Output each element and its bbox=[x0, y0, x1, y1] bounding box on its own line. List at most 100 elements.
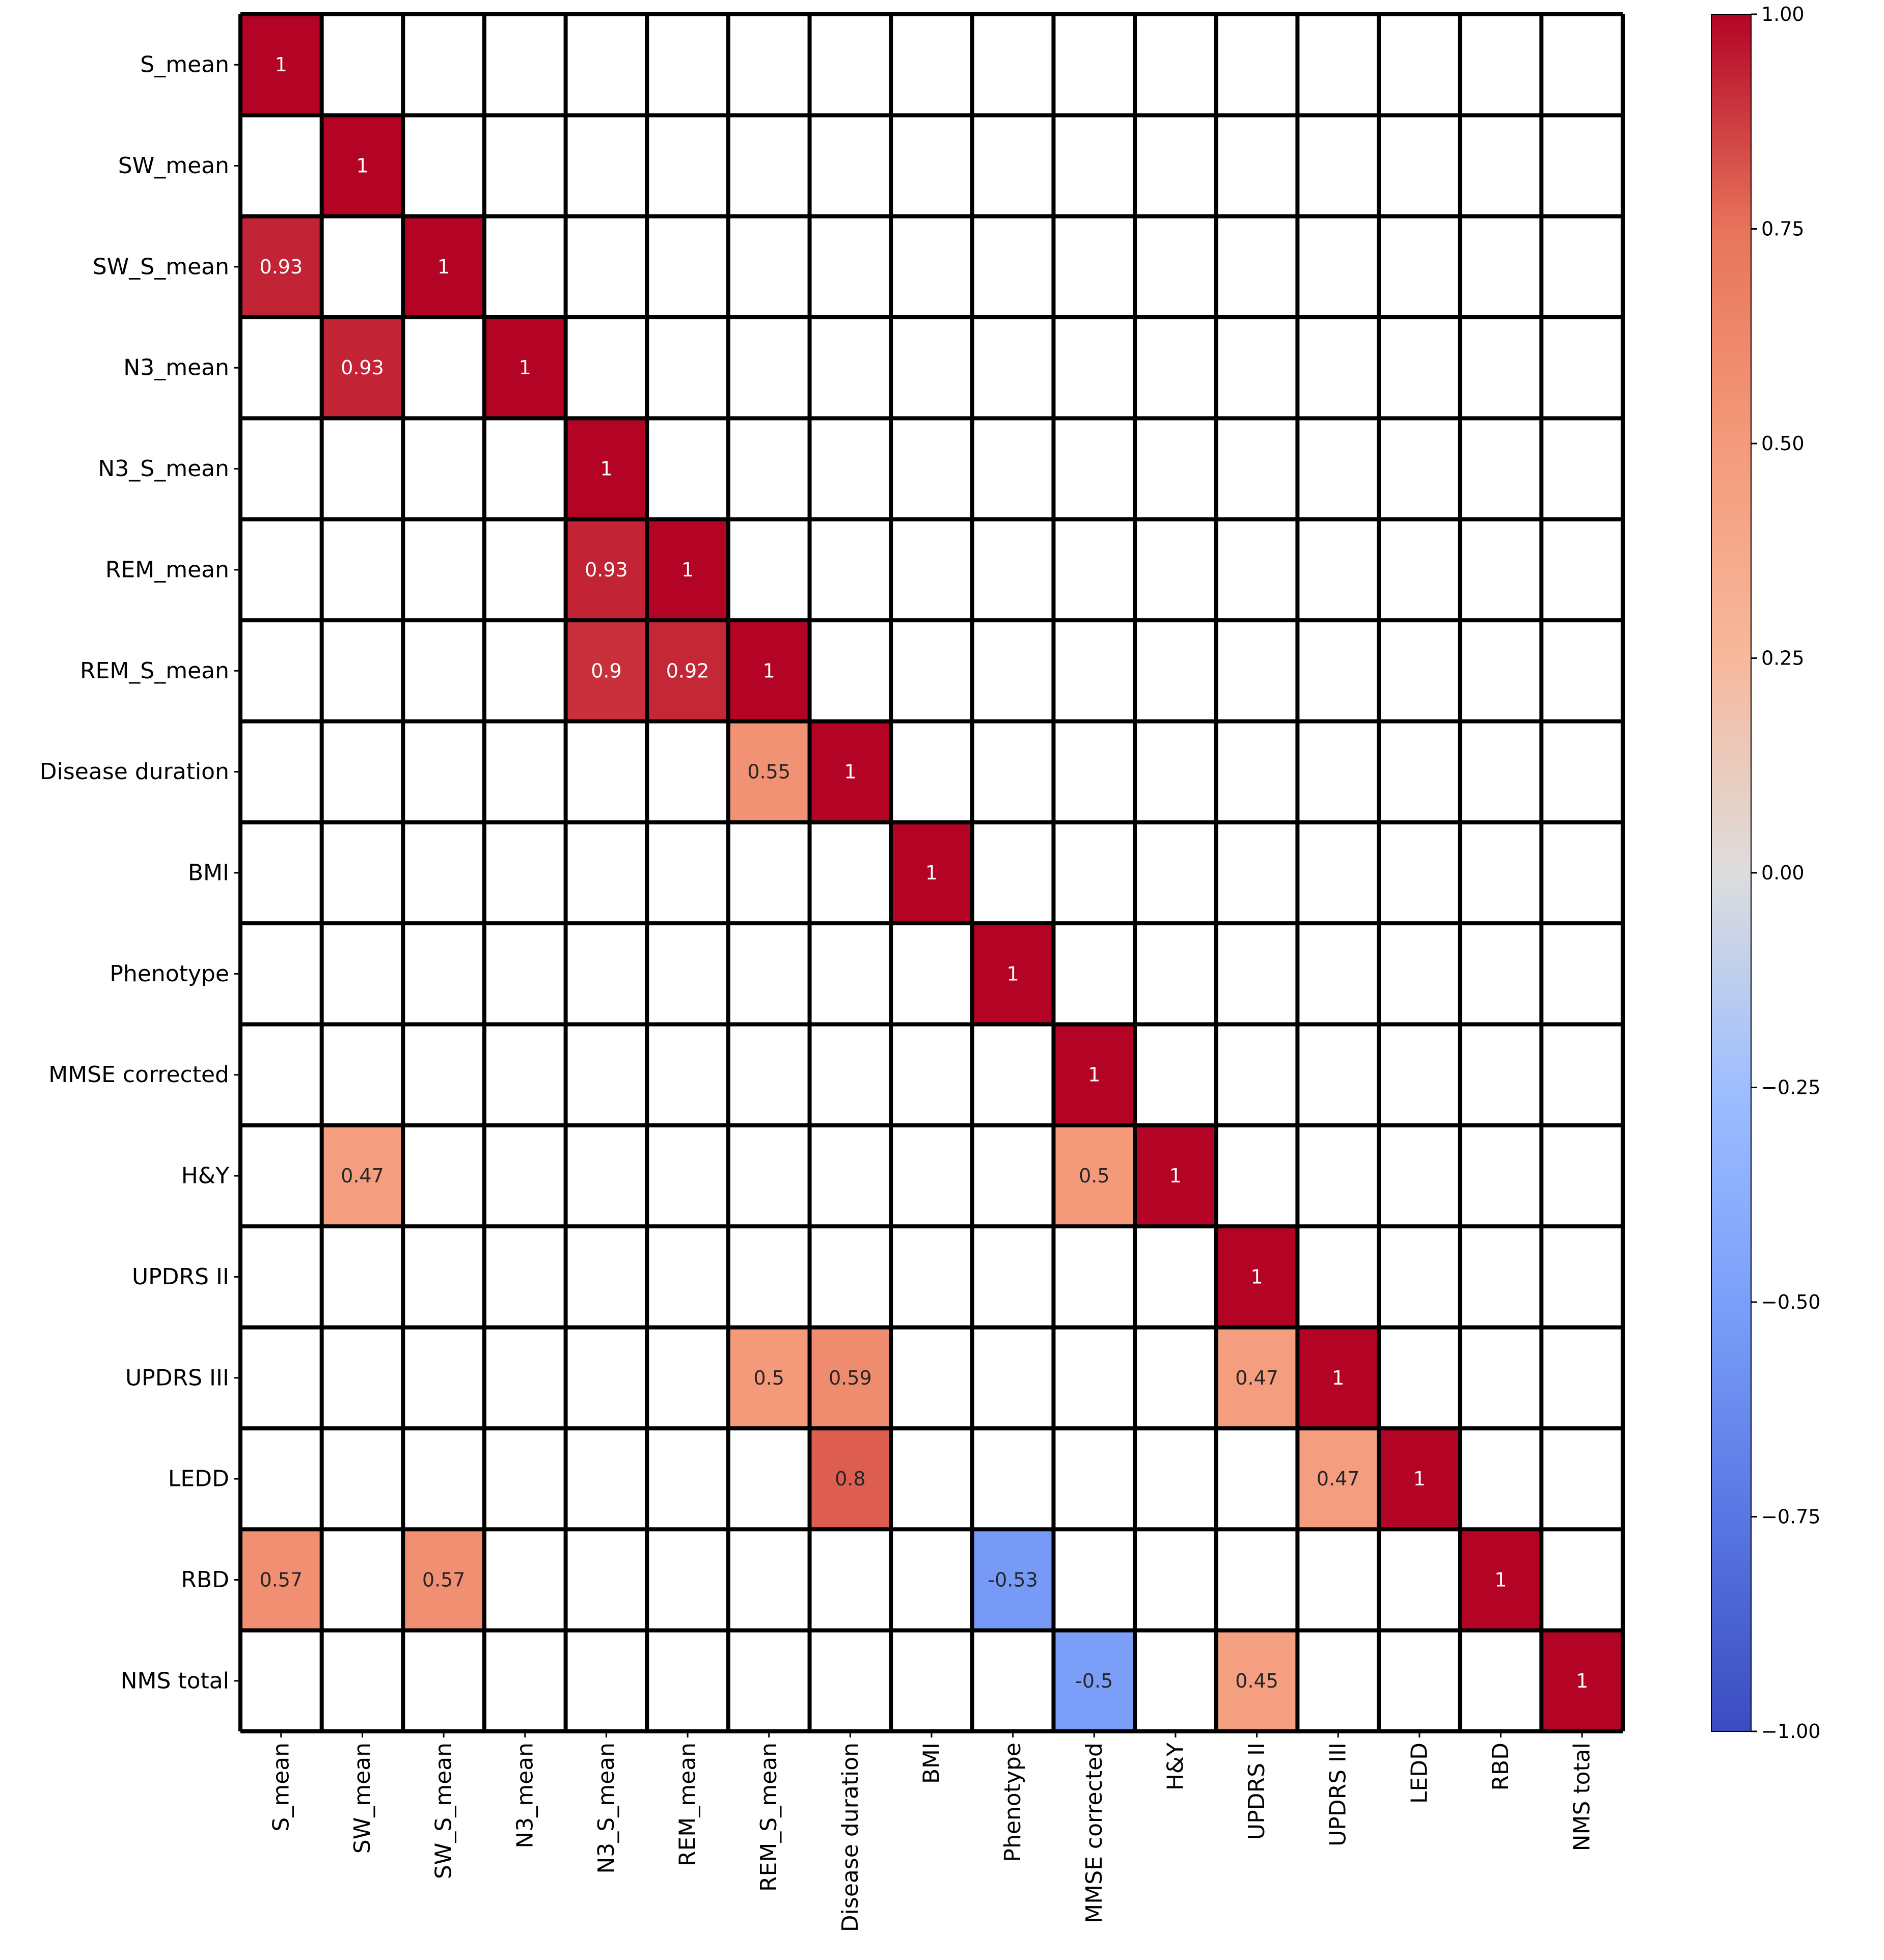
heatmap-cell bbox=[728, 721, 810, 822]
cell-value-label: 1 bbox=[1494, 1568, 1507, 1591]
row-label: SW_mean bbox=[118, 153, 229, 179]
cell-value-label: 1 bbox=[925, 862, 938, 884]
column-label: NMS total bbox=[1569, 1743, 1595, 1851]
cell-value-label: 0.93 bbox=[585, 559, 628, 581]
cell-value-label: 0.93 bbox=[341, 356, 384, 379]
colorbar-tick-label: 0.00 bbox=[1761, 862, 1805, 884]
cell-value-label: 0.47 bbox=[1235, 1367, 1278, 1389]
heatmap-cell bbox=[240, 216, 322, 318]
cell-value-label: 0.47 bbox=[341, 1165, 384, 1187]
column-label: RBD bbox=[1488, 1743, 1514, 1791]
colorbar-tick-label: −0.25 bbox=[1761, 1076, 1820, 1099]
cell-value-label: -0.53 bbox=[988, 1568, 1037, 1591]
cell-value-label: 0.59 bbox=[829, 1367, 872, 1389]
column-label: REM_S_mean bbox=[756, 1743, 782, 1892]
column-label: N3_S_mean bbox=[593, 1743, 619, 1874]
heatmap-cell bbox=[403, 1529, 484, 1631]
cell-value-label: 1 bbox=[356, 155, 368, 177]
column-label: SW_mean bbox=[349, 1743, 375, 1854]
heatmap-cell bbox=[1216, 1226, 1298, 1328]
heatmap-cell bbox=[809, 1428, 891, 1530]
colorbar-gradient bbox=[1711, 14, 1751, 1731]
colorbar-tick-label: −0.75 bbox=[1761, 1506, 1820, 1528]
cell-value-label: 1 bbox=[1007, 962, 1019, 985]
cell-value-label: 1 bbox=[1413, 1468, 1426, 1490]
heatmap-cell bbox=[565, 620, 647, 722]
colorbar-tick-label: 0.75 bbox=[1761, 218, 1805, 240]
cell-value-label: -0.5 bbox=[1075, 1670, 1113, 1692]
column-label: H&Y bbox=[1162, 1743, 1188, 1790]
column-label: MMSE corrected bbox=[1081, 1743, 1107, 1923]
row-label: UPDRS III bbox=[125, 1365, 229, 1391]
heatmap-cell bbox=[403, 216, 484, 318]
column-label: Phenotype bbox=[1000, 1743, 1026, 1862]
cell-value-label: 1 bbox=[1332, 1367, 1344, 1389]
row-label: SW_S_mean bbox=[93, 254, 229, 280]
heatmap-cell bbox=[1297, 1428, 1379, 1530]
heatmap-grid bbox=[238, 12, 1625, 1733]
colorbar-tick-label: −1.00 bbox=[1761, 1720, 1820, 1743]
heatmap-cell bbox=[240, 14, 322, 116]
row-label: Disease duration bbox=[40, 759, 229, 785]
cell-value-label: 0.57 bbox=[260, 1568, 303, 1591]
heatmap-cell bbox=[972, 923, 1054, 1025]
cell-value-label: 1 bbox=[275, 53, 287, 76]
column-label: S_mean bbox=[268, 1743, 294, 1832]
row-label: UPDRS II bbox=[132, 1264, 229, 1290]
cell-value-label: 1 bbox=[600, 458, 612, 480]
heatmap-cell bbox=[1053, 1024, 1135, 1125]
colorbar-tick-label: 0.25 bbox=[1761, 647, 1805, 670]
heatmap-cell bbox=[1541, 1630, 1623, 1731]
row-label: RBD bbox=[181, 1567, 229, 1593]
heatmap-cell bbox=[647, 519, 728, 621]
row-label: LEDD bbox=[168, 1466, 229, 1492]
colorbar-tick-label: 1.00 bbox=[1761, 3, 1805, 25]
cell-value-label: 1 bbox=[844, 761, 856, 783]
heatmap-cell bbox=[240, 1529, 322, 1631]
heatmap-cell bbox=[565, 519, 647, 621]
row-label: REM_mean bbox=[105, 557, 229, 583]
cell-value-label: 1 bbox=[519, 356, 531, 379]
heatmap-cell bbox=[891, 822, 972, 924]
row-label: N3_mean bbox=[123, 355, 229, 381]
cell-value-label: 1 bbox=[1169, 1165, 1182, 1187]
cell-value-label: 0.47 bbox=[1317, 1468, 1360, 1490]
heatmap-cell bbox=[565, 418, 647, 519]
cell-value-label: 0.5 bbox=[1079, 1165, 1109, 1187]
heatmap-cell bbox=[972, 1529, 1054, 1631]
cell-value-label: 1 bbox=[1576, 1670, 1588, 1692]
heatmap-cell bbox=[321, 115, 403, 216]
heatmap-cell bbox=[1297, 1327, 1379, 1428]
column-label: LEDD bbox=[1406, 1743, 1432, 1804]
cell-value-label: 0.93 bbox=[260, 256, 303, 278]
row-label: MMSE corrected bbox=[48, 1062, 229, 1088]
cell-value-label: 0.8 bbox=[835, 1468, 865, 1490]
colorbar-tick-label: 0.50 bbox=[1761, 432, 1805, 455]
cell-value-label: 1 bbox=[1088, 1064, 1100, 1086]
cell-value-label: 1 bbox=[763, 659, 775, 682]
heatmap-cell bbox=[1053, 1125, 1135, 1227]
heatmap-cell bbox=[1379, 1428, 1460, 1530]
row-label: REM_S_mean bbox=[80, 658, 229, 684]
row-label: H&Y bbox=[181, 1163, 229, 1189]
heatmap-cell bbox=[1135, 1125, 1216, 1227]
cell-value-label: 0.45 bbox=[1235, 1670, 1278, 1692]
heatmap-cell bbox=[809, 721, 891, 822]
column-label: SW_S_mean bbox=[431, 1743, 457, 1879]
heatmap-cells: 1 1 0.93 1 0.93 1 1 0.93 1 0.9 0.92 1 0.55 1 1 1 1 0.47 0.… bbox=[240, 14, 1623, 1731]
column-label: N3_mean bbox=[512, 1743, 538, 1848]
heatmap-cell bbox=[1053, 1630, 1135, 1731]
column-label: BMI bbox=[919, 1743, 945, 1784]
cell-value-label: 1 bbox=[1250, 1265, 1263, 1288]
row-label: Phenotype bbox=[110, 961, 229, 987]
column-label: UPDRS III bbox=[1325, 1743, 1351, 1846]
column-labels: S_mean SW_mean SW_S_mean N3_mean N3_S_mean RE… bbox=[268, 1731, 1595, 1932]
cell-value-label: 1 bbox=[681, 559, 694, 581]
cell-value-label: 0.9 bbox=[591, 659, 621, 682]
heatmap-cell bbox=[1216, 1327, 1298, 1428]
cell-value-label: 0.5 bbox=[753, 1367, 784, 1389]
column-label: UPDRS II bbox=[1244, 1743, 1270, 1840]
heatmap-cell bbox=[809, 1327, 891, 1428]
row-label: N3_S_mean bbox=[98, 456, 229, 482]
